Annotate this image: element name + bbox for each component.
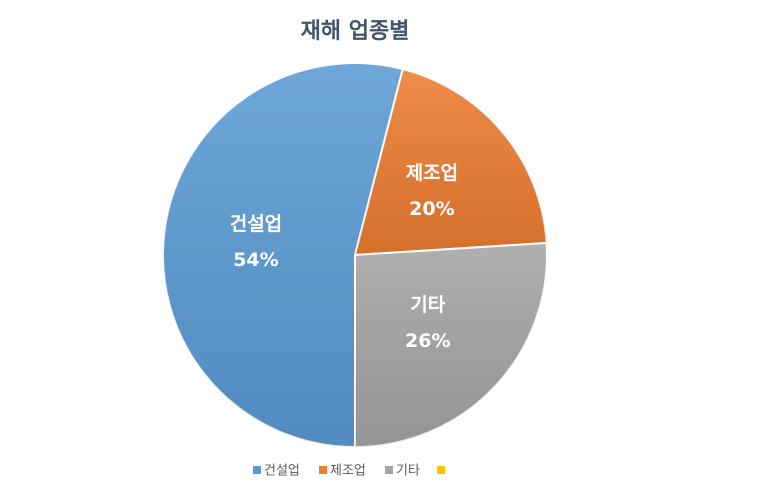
data-label-name: 제조업 bbox=[406, 162, 458, 184]
data-label-name: 건설업 bbox=[230, 213, 282, 235]
chart-title: 재해 업종별 bbox=[301, 19, 410, 44]
legend-swatch bbox=[437, 466, 445, 474]
data-label-value: 20% bbox=[409, 198, 454, 220]
data-label-value: 54% bbox=[233, 249, 278, 271]
legend-label: 제조업 bbox=[330, 464, 366, 479]
legend-label: 건설업 bbox=[264, 464, 300, 479]
slice-shade bbox=[162, 63, 403, 447]
slice-shade bbox=[355, 242, 548, 447]
legend-swatch bbox=[253, 466, 261, 474]
data-label-name: 기타 bbox=[410, 294, 445, 316]
slice-shade bbox=[355, 69, 547, 255]
data-label-value: 26% bbox=[405, 330, 450, 352]
legend-swatch bbox=[319, 466, 327, 474]
legend-label: 기타 bbox=[396, 464, 420, 479]
legend-swatch bbox=[385, 466, 393, 474]
